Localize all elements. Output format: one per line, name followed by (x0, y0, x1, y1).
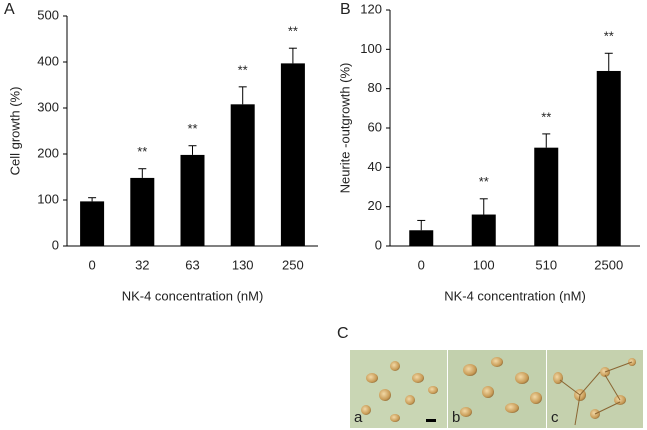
x-axis-label: NK-4 concentration (nM) (122, 288, 264, 303)
y-tick-label: 40 (368, 159, 382, 174)
y-tick-label: 100 (360, 41, 382, 56)
y-tick-label: 20 (368, 198, 382, 213)
significance-label: ** (187, 121, 197, 136)
y-axis-label: Neurite -outgrowth (%) (337, 63, 352, 194)
y-tick-label: 100 (37, 191, 59, 206)
x-tick-label: 32 (135, 257, 149, 272)
y-tick-label: 0 (52, 237, 59, 252)
y-tick-label: 500 (37, 7, 59, 22)
x-tick-label: 2500 (594, 257, 623, 272)
bar (534, 147, 559, 246)
panel-letter: B (340, 1, 351, 18)
y-tick-label: 80 (368, 80, 382, 95)
bar (230, 104, 255, 246)
bar (280, 63, 305, 246)
significance-label: ** (238, 62, 248, 77)
y-tick-label: 120 (360, 1, 382, 16)
significance-label: ** (479, 174, 489, 189)
scale-bar (426, 419, 436, 422)
cells (361, 357, 636, 422)
bar (596, 70, 621, 246)
x-tick-label: 130 (232, 257, 254, 272)
image-label: a (354, 409, 363, 426)
y-tick-label: 400 (37, 53, 59, 68)
x-axis-label: NK-4 concentration (nM) (444, 288, 586, 303)
significance-label: ** (541, 109, 551, 124)
bar (409, 230, 434, 246)
y-tick-label: 300 (37, 99, 59, 114)
y-tick-label: 200 (37, 145, 59, 160)
y-axis-label: Cell growth (%) (7, 87, 22, 176)
significance-label: ** (137, 144, 147, 159)
bar (130, 177, 155, 246)
micrograph-panel (350, 350, 643, 428)
y-tick-label: 0 (375, 237, 382, 252)
x-tick-label: 100 (473, 257, 495, 272)
x-tick-label: 250 (282, 257, 304, 272)
panel-letter: A (4, 1, 15, 18)
bar (471, 214, 496, 246)
neurites (559, 361, 633, 426)
x-tick-label: 0 (88, 257, 95, 272)
bar (180, 154, 205, 246)
significance-label: ** (288, 24, 298, 39)
x-tick-label: 510 (535, 257, 557, 272)
x-tick-label: 63 (185, 257, 199, 272)
x-tick-label: 0 (418, 257, 425, 272)
image-label: c (551, 409, 559, 426)
image-label: b (452, 409, 460, 426)
y-tick-label: 60 (368, 119, 382, 134)
significance-label: ** (604, 29, 614, 44)
bar (80, 201, 105, 246)
panel-letter: C (337, 325, 349, 342)
